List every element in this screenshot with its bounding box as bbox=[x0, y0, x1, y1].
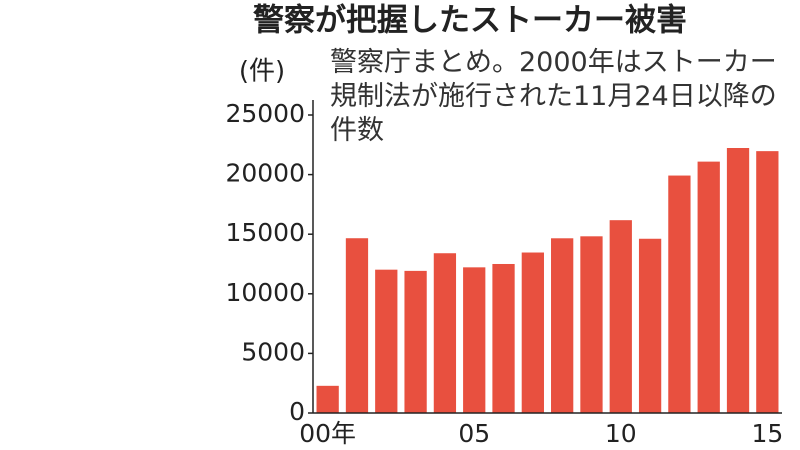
y-tick-label: 20000 bbox=[225, 159, 305, 188]
bar bbox=[521, 252, 544, 413]
bar bbox=[492, 263, 515, 413]
y-axis-label: (件) bbox=[239, 57, 285, 87]
bar bbox=[609, 220, 632, 413]
bar bbox=[375, 269, 398, 413]
x-tick-label: 00年 bbox=[299, 419, 356, 448]
bar bbox=[580, 236, 603, 413]
bar bbox=[463, 267, 486, 413]
bar bbox=[668, 175, 691, 413]
bar bbox=[551, 238, 574, 413]
y-tick-label: 0 bbox=[289, 397, 305, 426]
bar bbox=[697, 161, 720, 413]
bar bbox=[404, 270, 427, 413]
bar bbox=[316, 385, 339, 413]
x-tick-label: 15 bbox=[751, 419, 783, 448]
bar bbox=[726, 140, 750, 414]
x-tick-label: 10 bbox=[605, 419, 637, 448]
x-tick-label: 05 bbox=[458, 419, 490, 448]
y-tick-label: 15000 bbox=[225, 218, 305, 247]
bar bbox=[433, 253, 457, 413]
chart-title: 警察が把握したストーカー被害 bbox=[253, 3, 687, 39]
bar bbox=[638, 238, 662, 413]
y-tick-label: 10000 bbox=[225, 278, 305, 307]
annotation: 警察庁まとめ。2000年はストーカー規制法が施行された11月24日以降の件数 bbox=[330, 46, 780, 148]
bar bbox=[756, 151, 779, 414]
y-tick-label: 5000 bbox=[241, 337, 305, 366]
y-tick-label: 25000 bbox=[225, 99, 305, 128]
bar bbox=[345, 238, 369, 413]
